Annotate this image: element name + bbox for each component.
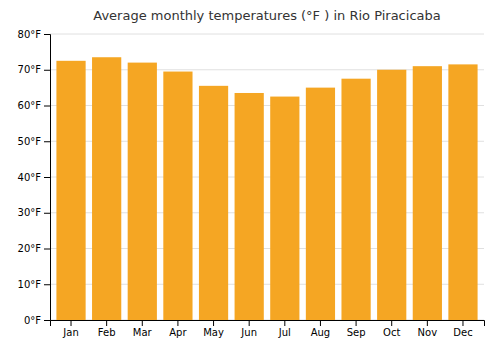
tick-label: 0°F bbox=[24, 315, 41, 326]
tick-label: Sep bbox=[347, 327, 366, 338]
tick-label: 30°F bbox=[18, 207, 42, 218]
tick-mark bbox=[44, 320, 50, 321]
y-tick: 0°F bbox=[24, 315, 50, 326]
tick-mark bbox=[177, 320, 178, 326]
title: Average monthly temperatures (°F ) in Ri… bbox=[93, 8, 440, 23]
x-tick: Jan bbox=[62, 320, 78, 338]
bar bbox=[306, 88, 335, 320]
axis-line bbox=[44, 35, 51, 321]
axis-line bbox=[51, 321, 485, 327]
bar bbox=[163, 72, 192, 320]
y-tick: 80°F bbox=[18, 29, 50, 40]
y-tick: 30°F bbox=[18, 207, 50, 218]
bar bbox=[128, 63, 157, 320]
tick-mark bbox=[106, 320, 107, 326]
x-tick: Dec bbox=[453, 320, 472, 338]
grid bbox=[50, 34, 484, 320]
tick-mark bbox=[44, 34, 50, 35]
y-tick: 40°F bbox=[18, 172, 50, 183]
y-tick: 70°F bbox=[18, 64, 50, 75]
x-tick: Mar bbox=[133, 320, 153, 338]
tick-label: Apr bbox=[169, 327, 187, 338]
tick-mark bbox=[44, 106, 50, 107]
tick-mark bbox=[71, 320, 72, 326]
tick-mark bbox=[249, 320, 250, 326]
tick-label: 20°F bbox=[18, 243, 42, 254]
tick-label: 40°F bbox=[18, 172, 42, 183]
tick-mark bbox=[320, 320, 321, 326]
tick-label: May bbox=[203, 327, 224, 338]
tick-mark bbox=[44, 213, 50, 214]
tick-label: 10°F bbox=[18, 279, 42, 290]
tick-label: 60°F bbox=[18, 100, 42, 111]
tick-label: Mar bbox=[133, 327, 153, 338]
tick-label: Jul bbox=[278, 327, 291, 338]
x-tick: Oct bbox=[383, 320, 400, 338]
tick-label: Oct bbox=[383, 327, 400, 338]
chart-svg: 0°F 10°F 20°F 30°F 40°F 50°F 60°F 70°F 80°F Jan Fe… bbox=[0, 0, 500, 350]
tick-label: Nov bbox=[418, 327, 438, 338]
grid-line bbox=[50, 34, 484, 35]
chart-container: 0°F 10°F 20°F 30°F 40°F 50°F 60°F 70°F 80°F Jan Fe… bbox=[0, 0, 500, 350]
tick-mark bbox=[44, 177, 50, 178]
tick-label: Jan bbox=[62, 327, 78, 338]
y-tick: 50°F bbox=[18, 136, 50, 147]
tick-label: 70°F bbox=[18, 64, 42, 75]
bar bbox=[235, 93, 264, 320]
bar bbox=[413, 66, 442, 320]
tick-mark bbox=[44, 249, 50, 250]
tick-label: Feb bbox=[98, 327, 116, 338]
x-tick: Jun bbox=[240, 320, 257, 338]
tick-mark bbox=[427, 320, 428, 326]
bar bbox=[199, 86, 228, 320]
x-axis: Jan Feb Mar Apr May Jun Jul Aug Sep Oct Nov Dec bbox=[51, 320, 485, 338]
tick-label: 50°F bbox=[18, 136, 42, 147]
tick-label: Jun bbox=[240, 327, 257, 338]
x-tick: Feb bbox=[98, 320, 116, 338]
bars bbox=[56, 57, 477, 320]
y-tick: 10°F bbox=[18, 279, 50, 290]
tick-mark bbox=[462, 320, 463, 326]
bar bbox=[270, 97, 299, 320]
y-tick: 20°F bbox=[18, 243, 50, 254]
x-tick: Nov bbox=[418, 320, 438, 338]
tick-mark bbox=[44, 141, 50, 142]
tick-mark bbox=[391, 320, 392, 326]
tick-mark bbox=[44, 70, 50, 71]
tick-mark bbox=[284, 320, 285, 326]
tick-label: 80°F bbox=[18, 29, 42, 40]
tick-label: Dec bbox=[453, 327, 472, 338]
tick-mark bbox=[142, 320, 143, 326]
x-tick: Apr bbox=[169, 320, 187, 338]
bar bbox=[341, 79, 370, 320]
tick-mark bbox=[356, 320, 357, 326]
y-axis: 0°F 10°F 20°F 30°F 40°F 50°F 60°F 70°F 80°F bbox=[18, 29, 51, 326]
tick-mark bbox=[44, 284, 50, 285]
x-tick: Jul bbox=[278, 320, 291, 338]
y-tick: 60°F bbox=[18, 100, 50, 111]
tick-label: Aug bbox=[311, 327, 331, 338]
bar bbox=[448, 64, 477, 320]
x-tick: Sep bbox=[347, 320, 366, 338]
bar bbox=[92, 57, 121, 320]
tick-mark bbox=[213, 320, 214, 326]
x-tick: Aug bbox=[311, 320, 331, 338]
bar bbox=[56, 61, 85, 320]
bar bbox=[377, 70, 406, 320]
x-tick: May bbox=[203, 320, 224, 338]
